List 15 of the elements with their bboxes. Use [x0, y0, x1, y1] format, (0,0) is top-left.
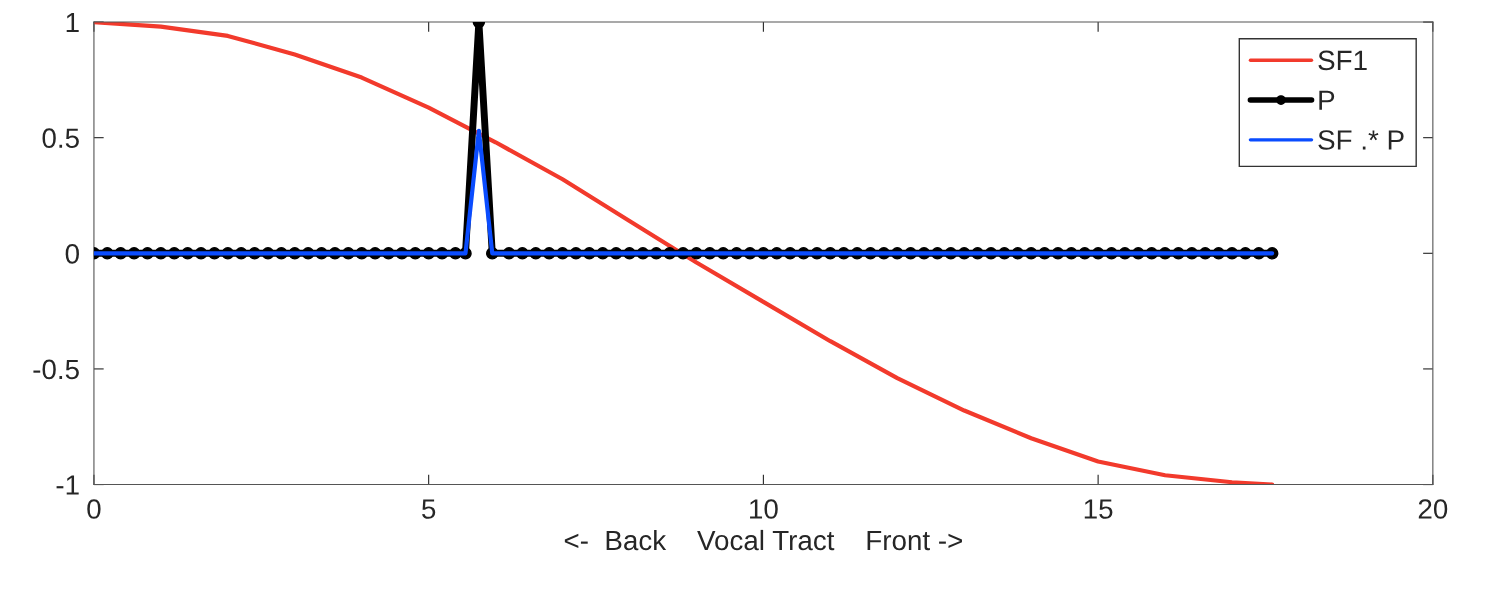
y-tick-label: -0.5: [33, 359, 79, 380]
legend-label: SF .* P: [1318, 130, 1404, 150]
x-tick-label: 5: [422, 499, 436, 519]
y-tick-label: 0.5: [42, 128, 79, 149]
y-tick-label: 1: [66, 13, 79, 33]
x-tick-label: 0: [87, 499, 101, 519]
x-tick-label: 20: [1418, 499, 1448, 519]
y-tick-label: -1: [56, 475, 79, 495]
x-tick-label: 10: [750, 499, 778, 519]
line-series: [93, 22, 1275, 485]
legend-label: P: [1319, 90, 1335, 110]
x-tick-label: 15: [1084, 499, 1113, 519]
x-axis-title: <- Back Vocal Tract Front ->: [564, 529, 962, 551]
legend-label: SF1: [1318, 50, 1367, 71]
y-tick-label: 0: [65, 243, 79, 264]
